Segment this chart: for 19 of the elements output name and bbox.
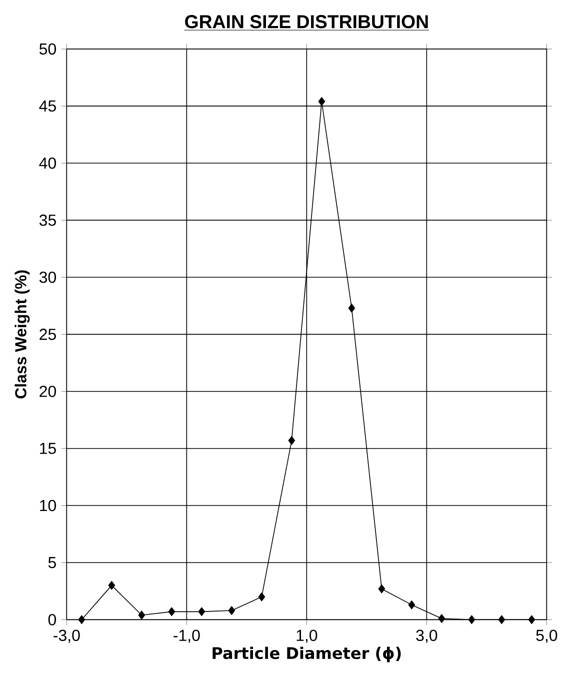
y-tick-label: 20 xyxy=(40,386,56,398)
y-tick-label: 5 xyxy=(48,557,56,568)
y-tick-label: 35 xyxy=(39,214,56,226)
y-axis-title: Class Weight (%) xyxy=(14,270,30,398)
x-tick-label: 5,0 xyxy=(536,630,558,643)
y-tick-label: 40 xyxy=(39,157,56,169)
x-tick-label: -3,0 xyxy=(54,630,80,643)
x-tick-label: -1,0 xyxy=(174,630,200,643)
y-tick-label: 45 xyxy=(39,100,56,112)
x-tick-label: 3,0 xyxy=(416,630,438,643)
y-tick-label: 30 xyxy=(39,272,56,283)
y-tick-label: 15 xyxy=(40,442,56,454)
y-tick-label: 10 xyxy=(40,500,56,512)
x-tick-label: 1,0 xyxy=(296,630,318,643)
x-axis-title: Particle Diameter (ϕ) xyxy=(212,646,401,662)
y-tick-label: 25 xyxy=(40,328,56,340)
y-tick-label: 50 xyxy=(39,43,56,55)
chart-title: GRAIN SIZE DISTRIBUTION xyxy=(185,15,428,28)
y-tick-label: 0 xyxy=(48,614,56,626)
